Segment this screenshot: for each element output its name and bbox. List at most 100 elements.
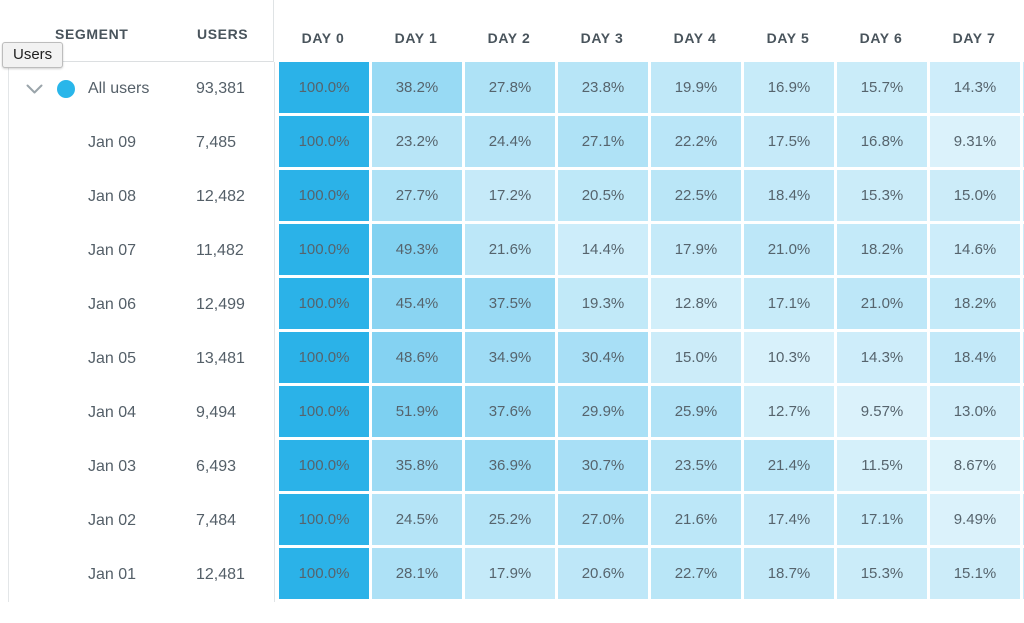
retention-cell[interactable]: 25.9%: [651, 386, 741, 437]
retention-cell[interactable]: 21.0%: [837, 278, 927, 329]
retention-cell[interactable]: 10.3%: [744, 332, 834, 383]
retention-cell[interactable]: 20.6%: [558, 548, 648, 599]
retention-cell[interactable]: 9.57%: [837, 386, 927, 437]
retention-cell[interactable]: 14.4%: [558, 224, 648, 275]
chevron-down-icon[interactable]: [11, 84, 57, 95]
retention-cell[interactable]: 100.0%: [279, 278, 369, 329]
retention-cell[interactable]: 38.2%: [372, 62, 462, 113]
retention-cell[interactable]: 17.9%: [465, 548, 555, 599]
retention-cell[interactable]: 16.9%: [744, 62, 834, 113]
retention-cell[interactable]: 18.4%: [930, 332, 1020, 383]
retention-cell[interactable]: 17.1%: [837, 494, 927, 545]
retention-cell[interactable]: 45.4%: [372, 278, 462, 329]
retention-cell[interactable]: 15.3%: [837, 170, 927, 221]
retention-cell[interactable]: 37.5%: [465, 278, 555, 329]
retention-cell[interactable]: 24.5%: [372, 494, 462, 545]
retention-cell[interactable]: 36.9%: [465, 440, 555, 491]
retention-cell[interactable]: 100.0%: [279, 224, 369, 275]
retention-cell[interactable]: 27.8%: [465, 62, 555, 113]
retention-cell[interactable]: 20.5%: [558, 170, 648, 221]
retention-cell[interactable]: 21.0%: [744, 224, 834, 275]
retention-cell[interactable]: 100.0%: [279, 62, 369, 113]
segment-cell[interactable]: Jan 05 13,481: [9, 332, 275, 386]
table-row[interactable]: Jan 05 13,481 100.0% 48.6% 34.9% 30.4% 15.0% 10…: [9, 332, 1024, 386]
retention-cell[interactable]: 9.31%: [930, 116, 1020, 167]
retention-cell[interactable]: 18.2%: [837, 224, 927, 275]
table-row[interactable]: Jan 04 9,494 100.0% 51.9% 37.6% 29.9% 25.9% 12.…: [9, 386, 1024, 440]
retention-cell[interactable]: 35.8%: [372, 440, 462, 491]
retention-cell[interactable]: 13.0%: [930, 386, 1020, 437]
retention-cell[interactable]: 30.4%: [558, 332, 648, 383]
retention-cell[interactable]: 28.1%: [372, 548, 462, 599]
retention-cell[interactable]: 27.7%: [372, 170, 462, 221]
table-row[interactable]: Jan 03 6,493 100.0% 35.8% 36.9% 30.7% 23.5% 21.…: [9, 440, 1024, 494]
retention-cell[interactable]: 15.0%: [651, 332, 741, 383]
retention-cell[interactable]: 30.7%: [558, 440, 648, 491]
retention-cell[interactable]: 15.1%: [930, 548, 1020, 599]
retention-cell[interactable]: 17.5%: [744, 116, 834, 167]
retention-cell[interactable]: 9.49%: [930, 494, 1020, 545]
retention-cell[interactable]: 22.5%: [651, 170, 741, 221]
retention-cell[interactable]: 23.5%: [651, 440, 741, 491]
retention-cell[interactable]: 18.4%: [744, 170, 834, 221]
retention-cell[interactable]: 49.3%: [372, 224, 462, 275]
retention-cell[interactable]: 8.67%: [930, 440, 1020, 491]
retention-cell[interactable]: 22.7%: [651, 548, 741, 599]
retention-cell[interactable]: 100.0%: [279, 170, 369, 221]
retention-cell[interactable]: 14.3%: [837, 332, 927, 383]
retention-cell[interactable]: 19.3%: [558, 278, 648, 329]
retention-cell[interactable]: 22.2%: [651, 116, 741, 167]
retention-cell[interactable]: 51.9%: [372, 386, 462, 437]
retention-cell[interactable]: 21.4%: [744, 440, 834, 491]
table-row[interactable]: Jan 01 12,481 100.0% 28.1% 17.9% 20.6% 22.7% 18…: [9, 548, 1024, 602]
table-row[interactable]: Jan 06 12,499 100.0% 45.4% 37.5% 19.3% 12.8% 17…: [9, 278, 1024, 332]
retention-cell[interactable]: 100.0%: [279, 116, 369, 167]
table-row[interactable]: Jan 09 7,485 100.0% 23.2% 24.4% 27.1% 22.2% 17.…: [9, 116, 1024, 170]
segment-cell[interactable]: Jan 08 12,482: [9, 170, 275, 224]
table-row[interactable]: All users 93,381 100.0% 38.2% 27.8% 23.8% 19.9…: [9, 62, 1024, 116]
table-row[interactable]: Jan 02 7,484 100.0% 24.5% 25.2% 27.0% 21.6% 17.…: [9, 494, 1024, 548]
segment-cell[interactable]: Jan 06 12,499: [9, 278, 275, 332]
retention-cell[interactable]: 23.8%: [558, 62, 648, 113]
retention-cell[interactable]: 15.7%: [837, 62, 927, 113]
retention-cell[interactable]: 14.6%: [930, 224, 1020, 275]
retention-cell[interactable]: 16.8%: [837, 116, 927, 167]
retention-cell[interactable]: 23.2%: [372, 116, 462, 167]
retention-cell[interactable]: 37.6%: [465, 386, 555, 437]
retention-cell[interactable]: 15.0%: [930, 170, 1020, 221]
retention-cell[interactable]: 12.7%: [744, 386, 834, 437]
retention-cell[interactable]: 18.7%: [744, 548, 834, 599]
table-row[interactable]: Jan 08 12,482 100.0% 27.7% 17.2% 20.5% 22.5% 18…: [9, 170, 1024, 224]
segment-cell[interactable]: Jan 02 7,484: [9, 494, 275, 548]
retention-cell[interactable]: 18.2%: [930, 278, 1020, 329]
retention-cell[interactable]: 100.0%: [279, 386, 369, 437]
retention-cell[interactable]: 100.0%: [279, 332, 369, 383]
segment-cell[interactable]: Jan 04 9,494: [9, 386, 275, 440]
segment-cell[interactable]: Jan 01 12,481: [9, 548, 275, 602]
retention-cell[interactable]: 100.0%: [279, 548, 369, 599]
retention-cell[interactable]: 14.3%: [930, 62, 1020, 113]
retention-cell[interactable]: 48.6%: [372, 332, 462, 383]
retention-cell[interactable]: 17.1%: [744, 278, 834, 329]
segment-cell[interactable]: All users 93,381: [9, 62, 275, 116]
retention-cell[interactable]: 27.0%: [558, 494, 648, 545]
segment-cell[interactable]: Jan 03 6,493: [9, 440, 275, 494]
retention-cell[interactable]: 100.0%: [279, 440, 369, 491]
retention-cell[interactable]: 19.9%: [651, 62, 741, 113]
retention-cell[interactable]: 12.8%: [651, 278, 741, 329]
retention-cell[interactable]: 34.9%: [465, 332, 555, 383]
retention-cell[interactable]: 17.9%: [651, 224, 741, 275]
segment-cell[interactable]: Jan 07 11,482: [9, 224, 275, 278]
segment-cell[interactable]: Jan 09 7,485: [9, 116, 275, 170]
retention-cell[interactable]: 24.4%: [465, 116, 555, 167]
retention-cell[interactable]: 17.2%: [465, 170, 555, 221]
table-row[interactable]: Jan 07 11,482 100.0% 49.3% 21.6% 14.4% 17.9% 21…: [9, 224, 1024, 278]
retention-cell[interactable]: 21.6%: [465, 224, 555, 275]
retention-cell[interactable]: 17.4%: [744, 494, 834, 545]
retention-cell[interactable]: 100.0%: [279, 494, 369, 545]
retention-cell[interactable]: 21.6%: [651, 494, 741, 545]
retention-cell[interactable]: 15.3%: [837, 548, 927, 599]
retention-cell[interactable]: 27.1%: [558, 116, 648, 167]
retention-cell[interactable]: 25.2%: [465, 494, 555, 545]
retention-cell[interactable]: 29.9%: [558, 386, 648, 437]
